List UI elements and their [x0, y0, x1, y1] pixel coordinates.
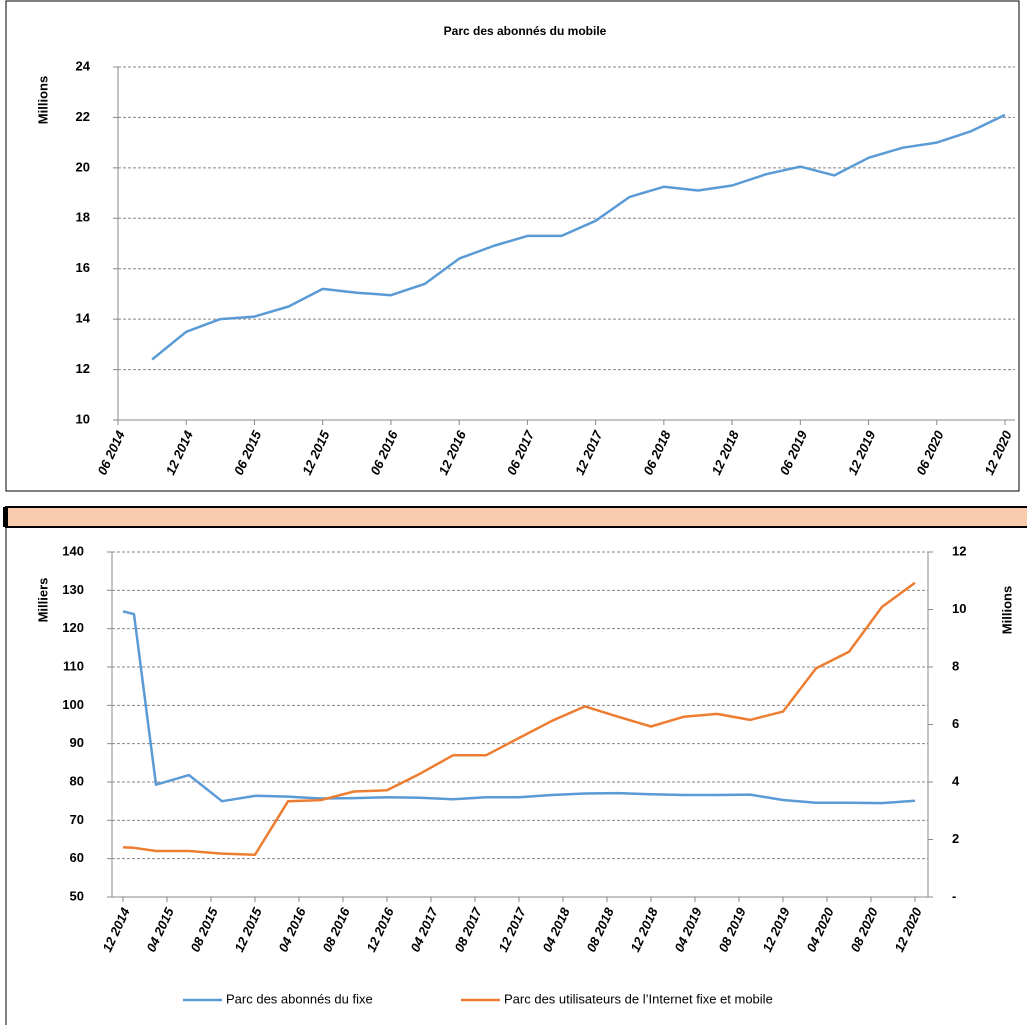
x-tick-label: 04 2019 — [671, 905, 705, 955]
y-tick-label: 130 — [62, 582, 84, 597]
y2-tick-label: 6 — [952, 716, 959, 731]
y-tick-label: 110 — [63, 658, 84, 673]
top-frame — [5, 0, 1020, 492]
y-tick-label: 14 — [76, 311, 91, 326]
y-tick-label: 100 — [62, 697, 84, 712]
chart-title: Parc des abonnés du mobile — [444, 24, 607, 38]
separator-edge — [3, 507, 8, 527]
x-tick-label: 08 2015 — [187, 905, 221, 955]
y2-tick-label: 4 — [952, 773, 960, 788]
y-tick-label: 22 — [76, 109, 90, 124]
x-tick-label: 08 2019 — [715, 905, 749, 955]
y-tick-label: 80 — [70, 773, 84, 788]
x-tick-label: 04 2015 — [143, 905, 177, 955]
x-tick-label: 12 2018 — [627, 905, 661, 955]
y-tick-label: 24 — [76, 58, 91, 73]
x-tick-label: 04 2017 — [407, 905, 441, 955]
x-tick-label: 12 2015 — [231, 905, 265, 955]
x-tick-label: 12 2019 — [759, 905, 793, 955]
x-tick-label: 12 2017 — [495, 905, 529, 955]
y-tick-label: 70 — [70, 812, 84, 827]
x-tick-label: 04 2020 — [803, 905, 837, 955]
x-tick-label: 08 2018 — [583, 905, 617, 955]
x-tick-label: 08 2020 — [847, 905, 881, 955]
y-tick-label: 120 — [62, 620, 84, 635]
y-tick-label: 140 — [62, 543, 84, 558]
y-tick-label: 50 — [70, 888, 84, 903]
data-line — [122, 610, 916, 805]
y2-tick-label: - — [952, 888, 956, 903]
y2-tick-label: 2 — [952, 831, 959, 846]
data-line — [151, 113, 1006, 361]
legend-label: Parc des abonnés du fixe — [226, 991, 373, 1006]
y2-tick-label: 10 — [952, 601, 966, 616]
x-tick-label: 04 2016 — [275, 905, 309, 955]
y-tick-label: 90 — [70, 735, 84, 750]
axis-label: Millions — [35, 76, 50, 124]
y2-tick-label: 8 — [952, 658, 959, 673]
y-tick-label: 60 — [70, 850, 84, 865]
axis-label: Milliers — [35, 578, 50, 623]
data-line — [122, 581, 916, 856]
separator-band — [5, 506, 1027, 528]
x-tick-label: 12 2016 — [363, 905, 397, 955]
y-tick-label: 20 — [76, 159, 90, 174]
x-tick-label: 08 2017 — [451, 905, 485, 955]
x-tick-label: 08 2016 — [319, 905, 353, 955]
y-tick-label: 18 — [76, 210, 90, 225]
x-tick-label: 12 2020 — [891, 905, 925, 955]
axis-label: Millions — [999, 586, 1014, 634]
x-tick-label: 04 2018 — [539, 905, 573, 955]
y-tick-label: 12 — [76, 361, 90, 376]
y-tick-label: 10 — [76, 411, 90, 426]
y2-tick-label: 12 — [952, 543, 966, 558]
legend-label: Parc des utilisateurs de l’Internet fixe… — [504, 991, 773, 1006]
y-tick-label: 16 — [76, 260, 90, 275]
x-tick-label: 12 2014 — [99, 905, 133, 955]
